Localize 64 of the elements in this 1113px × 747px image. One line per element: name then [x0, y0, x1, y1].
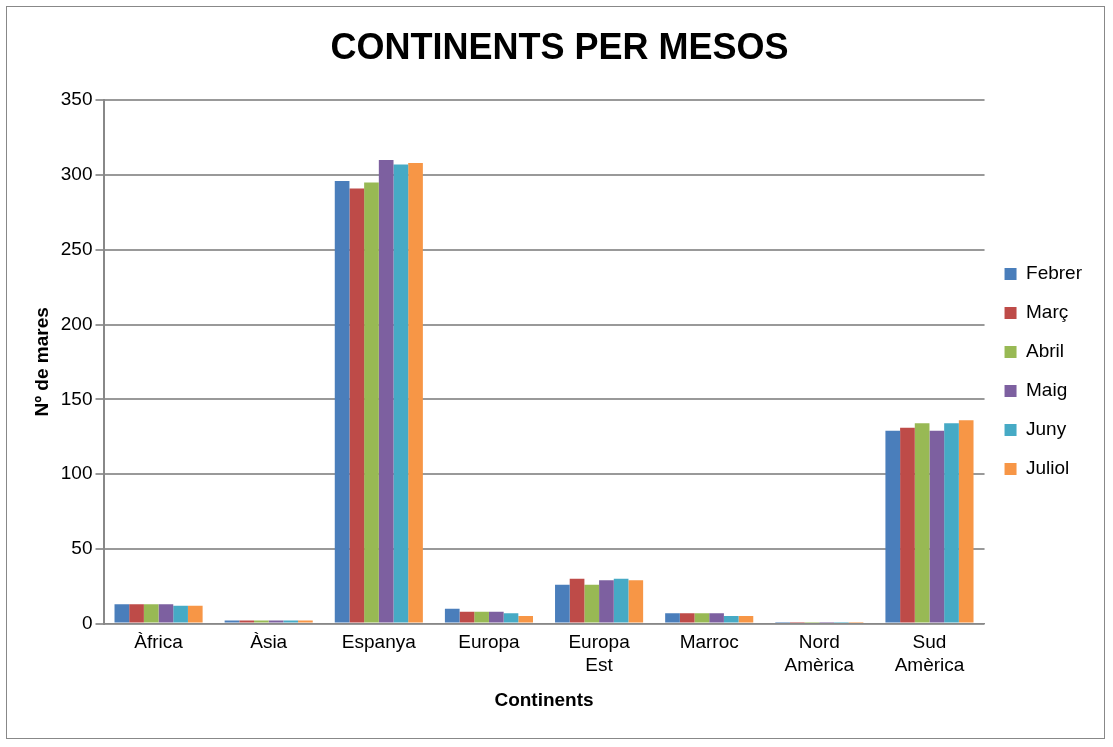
x-axis-title: Continents — [494, 688, 594, 710]
bar — [114, 604, 130, 623]
category-label: Est — [585, 654, 613, 676]
legend-label: Febrer — [1026, 262, 1083, 284]
bar — [929, 430, 945, 623]
bar — [364, 182, 379, 623]
bar — [334, 180, 350, 623]
y-axis-title: Nº de mares — [30, 307, 52, 417]
legend-label: Juny — [1026, 418, 1067, 440]
category-label: Amèrica — [894, 654, 965, 676]
bar — [723, 616, 739, 623]
y-tick-label: 300 — [60, 163, 93, 185]
bar — [349, 188, 365, 623]
legend-label: Abril — [1026, 340, 1065, 362]
bar — [613, 578, 629, 623]
bar — [173, 605, 188, 623]
legend-label: Març — [1026, 301, 1069, 323]
category-label: Marroc — [679, 631, 739, 653]
bar — [408, 163, 423, 623]
y-tick-label: 50 — [71, 537, 93, 559]
y-tick-label: 100 — [60, 462, 93, 484]
bar — [694, 613, 710, 623]
bar — [488, 611, 504, 623]
bar — [944, 423, 959, 623]
y-tick-label: 200 — [60, 312, 93, 334]
bar — [900, 427, 915, 623]
y-tick-label: 150 — [60, 387, 93, 409]
bar — [158, 604, 174, 623]
bar — [378, 160, 394, 623]
category-label: Europa — [568, 631, 630, 653]
bar — [709, 613, 724, 623]
chart-title: CONTINENTS PER MESOS — [330, 25, 789, 67]
category-label: Àsia — [250, 631, 288, 653]
bar — [584, 584, 600, 623]
bar — [129, 604, 144, 623]
bar — [679, 613, 695, 623]
y-tick-label: 0 — [81, 611, 93, 633]
y-tick-label: 350 — [60, 88, 93, 110]
bar — [665, 613, 680, 623]
bar — [187, 605, 203, 623]
bar — [444, 608, 460, 623]
bar — [503, 613, 519, 623]
category-label: Sud — [912, 631, 947, 653]
category-label: Amèrica — [784, 654, 855, 676]
bar — [474, 611, 489, 623]
bar — [569, 578, 585, 623]
category-label: Nord — [798, 631, 840, 653]
bar — [738, 616, 754, 623]
legend-label: Maig — [1026, 379, 1068, 401]
bar — [599, 580, 614, 623]
category-label: Àfrica — [134, 631, 183, 653]
y-tick-label: 250 — [60, 237, 93, 259]
bar — [143, 604, 159, 623]
bar — [914, 423, 930, 623]
category-label: Espanya — [341, 631, 416, 653]
bar — [555, 584, 570, 623]
bar — [958, 420, 974, 623]
bar — [628, 580, 644, 623]
bar — [885, 430, 901, 623]
bar — [459, 611, 475, 623]
bar — [518, 616, 534, 623]
bar — [393, 164, 409, 623]
legend-label: Juliol — [1026, 457, 1070, 479]
category-label: Europa — [458, 631, 520, 653]
